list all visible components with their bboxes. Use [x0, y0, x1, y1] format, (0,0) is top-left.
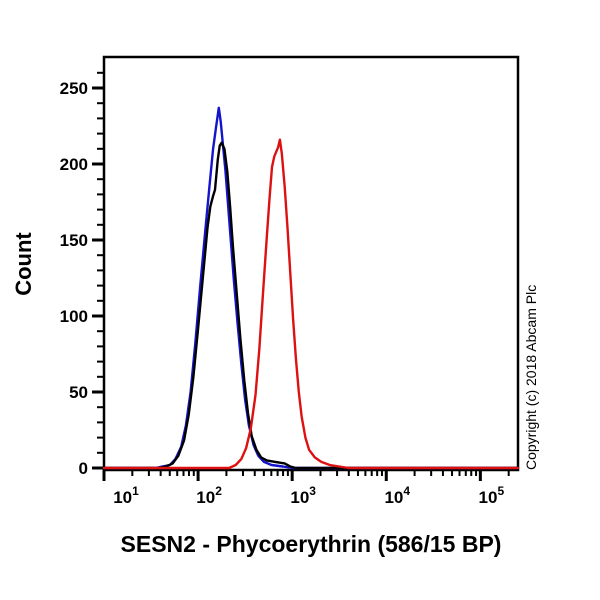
plot-area: 101 102 103 104 105 0 50 100 150 200 250	[60, 55, 520, 507]
y-tick-label: 100	[60, 307, 88, 326]
black-curve	[102, 141, 520, 470]
x-tick-label: 102	[196, 484, 222, 507]
x-axis-title: SESN2 - Phycoerythrin (586/15 BP)	[121, 531, 502, 557]
copyright-text: Copyright (c) 2018 Abcam Plc	[523, 285, 539, 470]
red-curve	[102, 138, 520, 470]
y-axis-title: Count	[11, 232, 36, 296]
x-tick-label: 104	[384, 484, 410, 507]
y-tick-label: 0	[79, 459, 88, 478]
x-tick-label: 101	[113, 484, 139, 507]
plot-border	[102, 55, 520, 472]
x-tick-label: 105	[479, 484, 505, 507]
y-tick-label: 250	[60, 79, 88, 98]
blue-curve	[102, 106, 520, 470]
x-tick-label: 103	[290, 484, 316, 507]
y-tick-label: 150	[60, 231, 88, 250]
y-tick-label: 200	[60, 155, 88, 174]
y-tick-label: 50	[69, 383, 88, 402]
